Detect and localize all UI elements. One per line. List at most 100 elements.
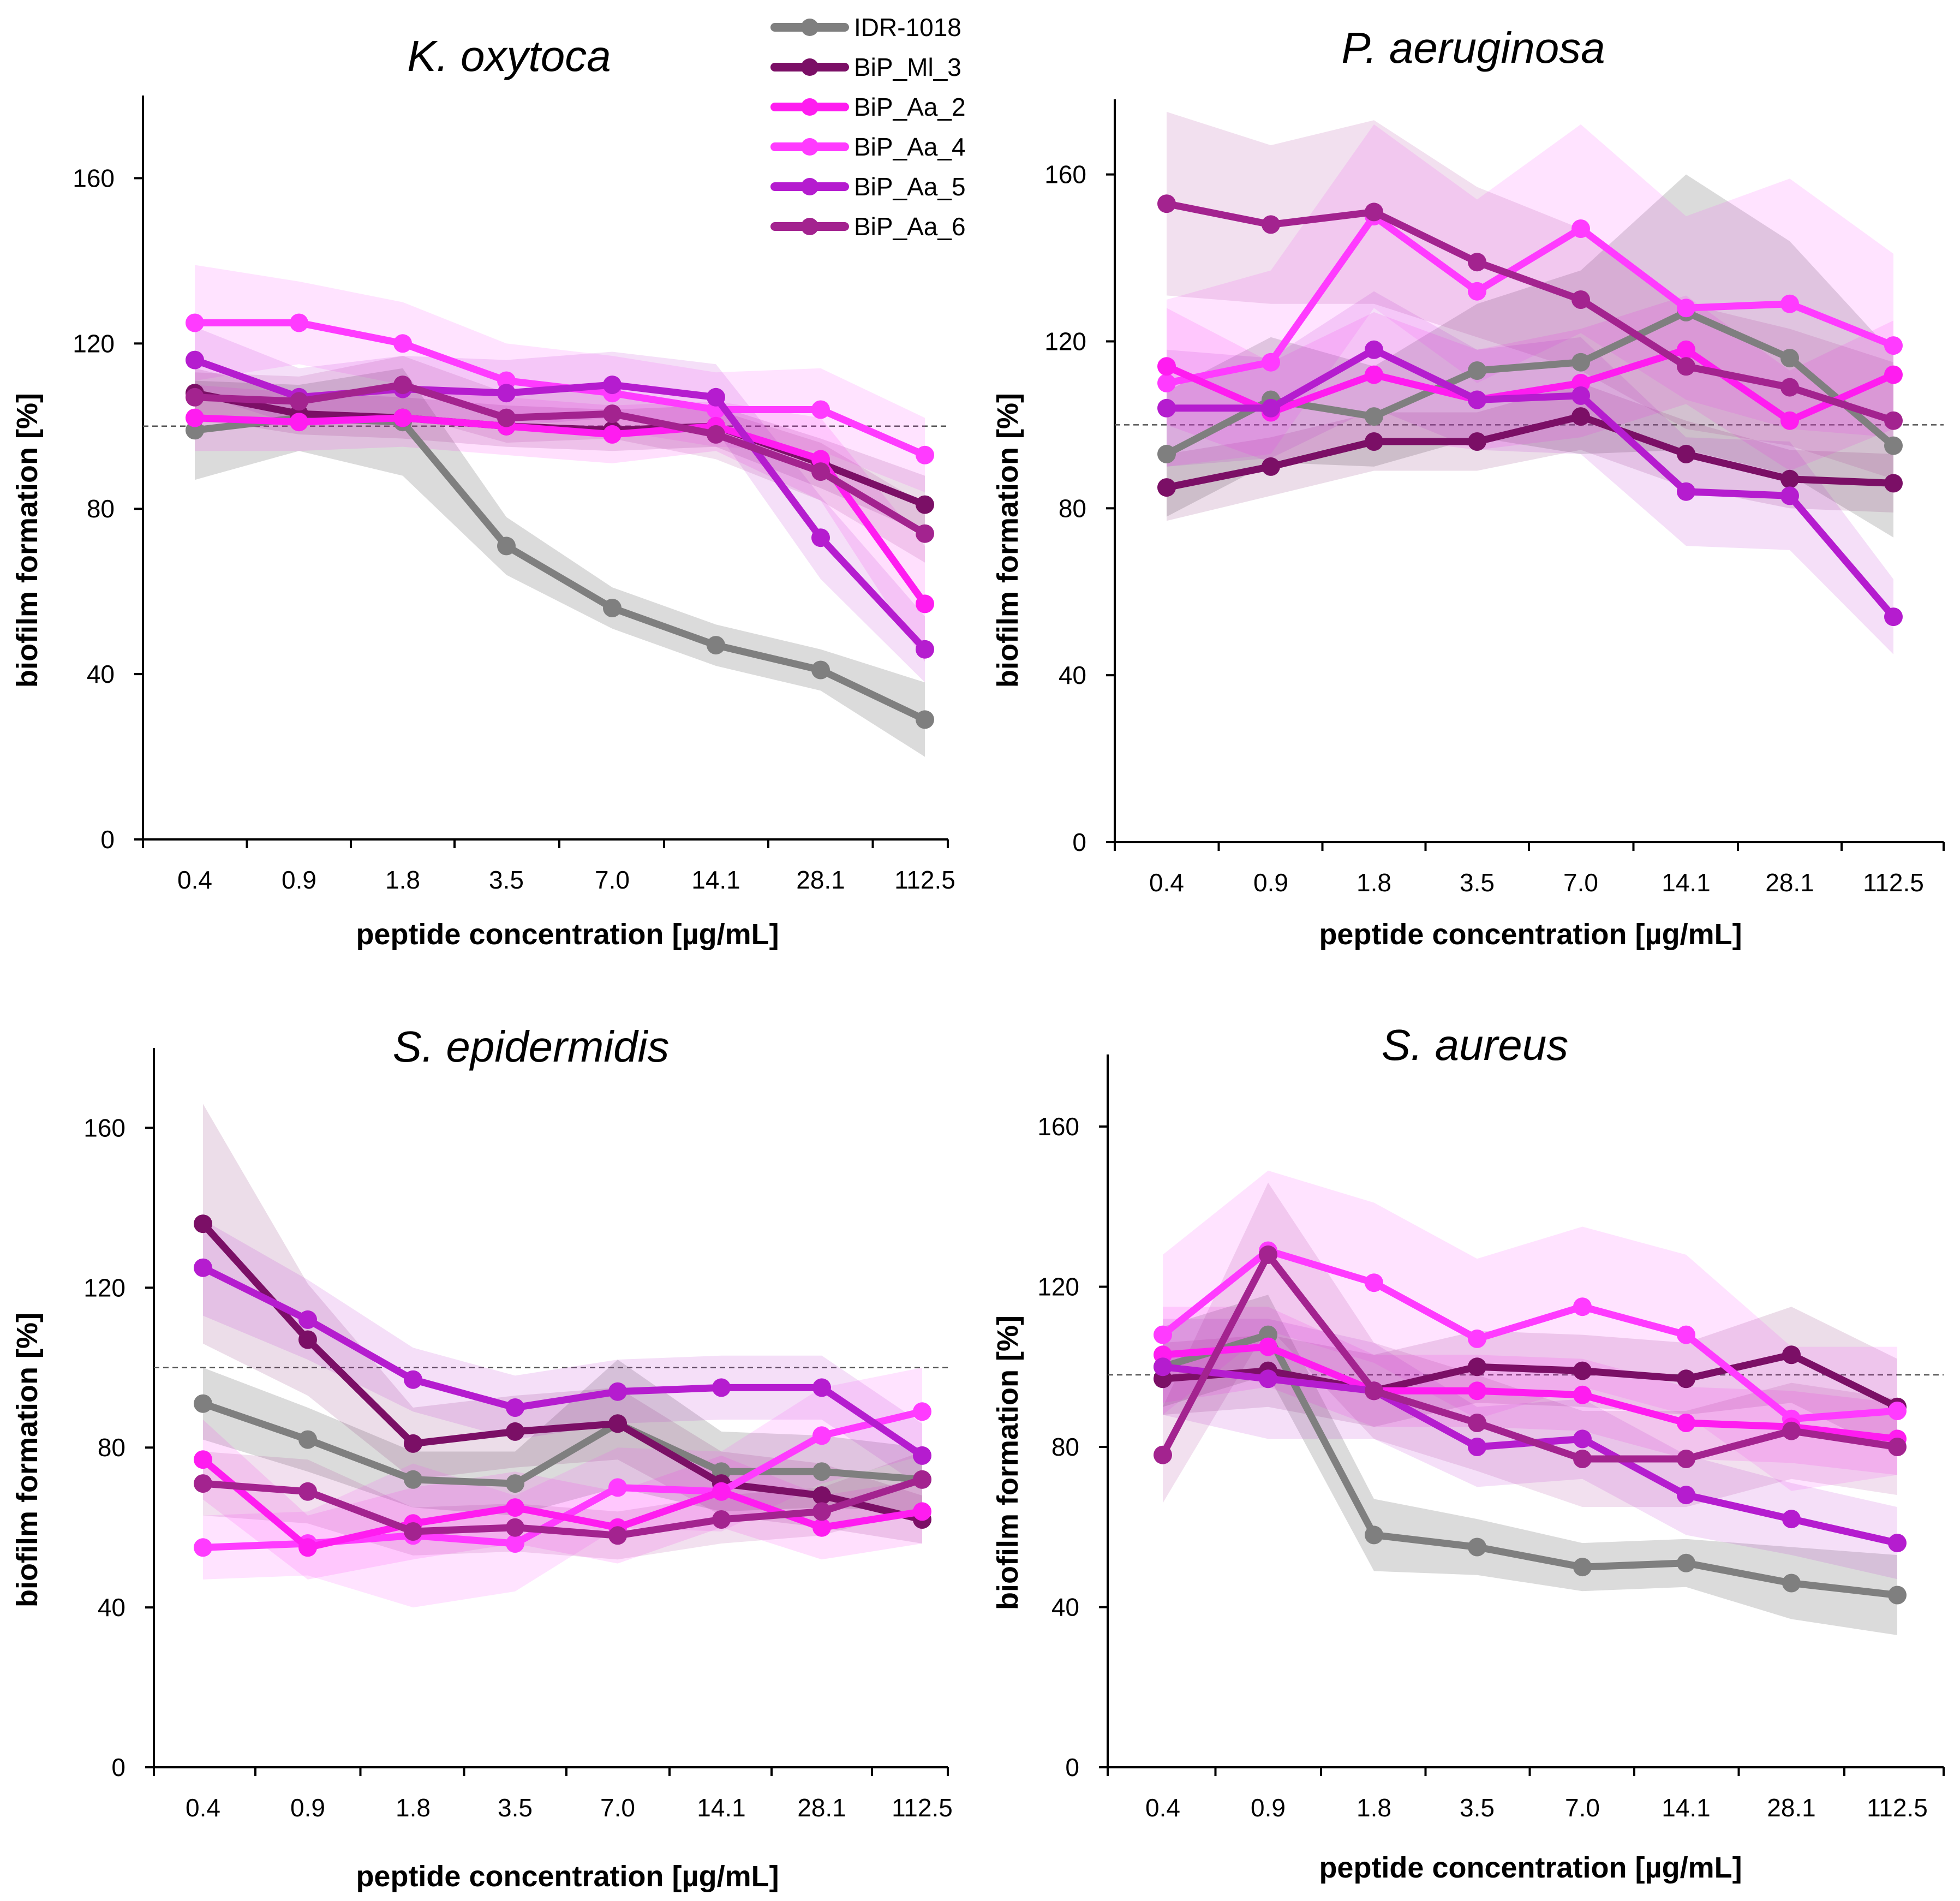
data-point-bip-aa-4 bbox=[1677, 1325, 1695, 1344]
data-point-bip-aa-4 bbox=[1888, 1402, 1907, 1420]
series-line-bip-aa-6 bbox=[191, 381, 929, 538]
series-line-bip-aa-6 bbox=[199, 1476, 926, 1539]
chart-panel-k-oxytoca: K. oxytoca biofilm formation [%] peptide… bbox=[11, 32, 955, 951]
confidence-band-bip-ml-3 bbox=[1163, 1307, 1897, 1455]
data-point-bip-aa-6 bbox=[1677, 1450, 1695, 1468]
y-tick-label: 0 bbox=[1065, 1753, 1079, 1781]
data-point-bip-aa-2 bbox=[1259, 1337, 1277, 1356]
series-line-bip-aa-2 bbox=[1159, 1343, 1901, 1443]
series-line-bip-aa-4 bbox=[1163, 212, 1897, 387]
data-point-bip-aa-4 bbox=[1468, 282, 1486, 301]
data-point-bip-aa-2 bbox=[1677, 1414, 1695, 1432]
series-line-idr-1018 bbox=[199, 1400, 926, 1487]
data-point-bip-aa-6 bbox=[393, 376, 412, 395]
y-tick-label: 160 bbox=[83, 1113, 126, 1142]
confidence-band-bip-aa-4 bbox=[203, 1367, 922, 1608]
data-point-bip-aa-2 bbox=[1157, 357, 1176, 376]
data-point-bip-aa-6 bbox=[194, 1474, 212, 1493]
data-point-bip-aa-5 bbox=[1365, 340, 1383, 359]
confidence-band-bip-aa-6 bbox=[195, 356, 925, 563]
data-point-bip-aa-2 bbox=[1780, 411, 1799, 430]
x-tick-label: 112.5 bbox=[892, 1793, 953, 1822]
confidence-band-bip-ml-3 bbox=[203, 1104, 922, 1544]
x-tick-label: 7.0 bbox=[595, 866, 630, 894]
data-point-bip-aa-5 bbox=[1157, 398, 1176, 418]
series-line-bip-aa-4 bbox=[1159, 1247, 1901, 1423]
data-point-bip-aa-2 bbox=[1573, 1385, 1592, 1404]
y-tick-label: 40 bbox=[87, 660, 115, 688]
data-point-bip-ml-3 bbox=[298, 1330, 317, 1349]
data-point-bip-aa-2 bbox=[812, 1518, 831, 1537]
data-point-bip-aa-4 bbox=[1677, 299, 1695, 318]
series-line-bip-aa-2 bbox=[199, 1456, 926, 1551]
y-axis-title: biofilm formation [%] bbox=[991, 393, 1024, 688]
data-point-idr-1018 bbox=[1468, 1538, 1486, 1557]
y-tick-label: 120 bbox=[73, 329, 115, 357]
x-tick-label: 112.5 bbox=[894, 866, 955, 894]
data-point-bip-ml-3 bbox=[1677, 444, 1695, 463]
x-tick-label: 1.8 bbox=[396, 1793, 431, 1822]
confidence-band-bip-ml-3 bbox=[1167, 383, 1893, 521]
chart-panel-s-aureus: S. aureus biofilm formation [%] peptide … bbox=[991, 1021, 1945, 1884]
x-tick-label: 28.1 bbox=[1767, 1793, 1816, 1822]
data-point-bip-aa-2 bbox=[913, 1502, 931, 1521]
x-tick-label: 1.8 bbox=[385, 866, 420, 894]
data-point-bip-aa-2 bbox=[603, 425, 622, 444]
data-point-bip-aa-6 bbox=[608, 1526, 627, 1545]
data-point-bip-aa-5 bbox=[603, 376, 622, 395]
data-point-bip-aa-2 bbox=[916, 594, 934, 613]
series-line-bip-aa-6 bbox=[1159, 1251, 1901, 1463]
data-point-bip-aa-6 bbox=[1677, 357, 1695, 376]
data-point-idr-1018 bbox=[811, 660, 830, 680]
series-line-bip-aa-2 bbox=[1163, 346, 1897, 425]
data-point-idr-1018 bbox=[1884, 436, 1903, 455]
x-tick-label: 7.0 bbox=[1563, 868, 1598, 897]
x-tick-label: 3.5 bbox=[1460, 868, 1495, 897]
confidence-band-bip-aa-2 bbox=[195, 385, 925, 662]
x-tick-label: 0.4 bbox=[177, 866, 212, 894]
data-point-bip-aa-5 bbox=[1782, 1510, 1801, 1529]
data-point-bip-aa-2 bbox=[1677, 340, 1695, 359]
data-point-bip-aa-2 bbox=[298, 1538, 317, 1557]
data-point-bip-aa-2 bbox=[1365, 365, 1383, 384]
data-point-bip-aa-6 bbox=[506, 1518, 524, 1537]
legend-entry: BiP_Ml_3 bbox=[770, 53, 961, 81]
data-point-bip-aa-5 bbox=[811, 528, 830, 547]
data-point-bip-aa-4 bbox=[194, 1538, 212, 1557]
data-point-bip-aa-5 bbox=[707, 388, 725, 407]
data-point-bip-aa-5 bbox=[1262, 398, 1280, 418]
series-line-bip-aa-2 bbox=[191, 414, 929, 607]
data-point-bip-aa-2 bbox=[1468, 1381, 1486, 1401]
data-point-idr-1018 bbox=[603, 599, 622, 617]
y-tick-label: 80 bbox=[1051, 1433, 1079, 1461]
data-point-bip-aa-6 bbox=[186, 388, 204, 407]
data-point-bip-aa-4 bbox=[186, 313, 204, 332]
data-point-idr-1018 bbox=[298, 1430, 317, 1449]
legend-entry: IDR-1018 bbox=[770, 13, 961, 41]
data-point-bip-aa-6 bbox=[1571, 290, 1590, 309]
chart-panel-p-aeruginosa: P. aeruginosa biofilm formation [%] pept… bbox=[991, 23, 1945, 951]
data-point-bip-ml-3 bbox=[1780, 469, 1799, 488]
data-point-bip-aa-5 bbox=[1884, 607, 1903, 627]
legend-label: BiP_Aa_2 bbox=[854, 93, 966, 121]
confidence-band-idr-1018 bbox=[195, 368, 925, 757]
data-point-bip-ml-3 bbox=[194, 1214, 212, 1233]
x-tick-label: 3.5 bbox=[1460, 1793, 1495, 1822]
data-point-bip-aa-5 bbox=[1571, 386, 1590, 405]
data-point-bip-aa-2 bbox=[393, 408, 412, 427]
data-point-bip-aa-6 bbox=[812, 1502, 831, 1521]
x-tick-label: 28.1 bbox=[796, 866, 845, 894]
data-point-idr-1018 bbox=[1677, 1553, 1695, 1572]
chart-panel-s-epidermidis: S. epidermidis biofilm formation [%] pep… bbox=[11, 1022, 953, 1893]
x-tick-label: 0.9 bbox=[1253, 868, 1288, 897]
x-tick-label: 0.4 bbox=[1149, 868, 1184, 897]
x-tick-label: 0.9 bbox=[282, 866, 316, 894]
data-point-bip-aa-6 bbox=[1468, 253, 1486, 272]
data-point-bip-aa-6 bbox=[1782, 1421, 1801, 1440]
y-tick-label: 120 bbox=[1037, 1273, 1079, 1301]
data-point-bip-aa-5 bbox=[913, 1446, 931, 1465]
data-point-bip-aa-6 bbox=[404, 1522, 422, 1541]
data-point-bip-aa-5 bbox=[506, 1398, 524, 1417]
data-point-bip-aa-5 bbox=[298, 1310, 317, 1329]
confidence-band-bip-aa-4 bbox=[1163, 1170, 1897, 1491]
